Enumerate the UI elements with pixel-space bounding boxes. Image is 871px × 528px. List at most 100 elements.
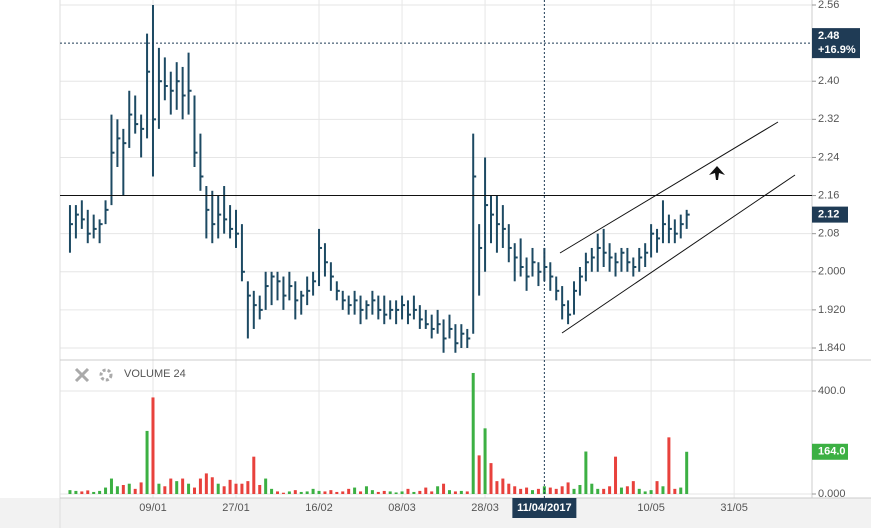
- volume-bar: [353, 487, 357, 495]
- volume-bar: [341, 491, 345, 495]
- volume-bar: [192, 487, 196, 495]
- reference-change: +16.9%: [818, 44, 856, 56]
- volume-bar: [216, 483, 220, 495]
- volume-bar: [198, 478, 202, 495]
- volume-bar: [121, 484, 125, 495]
- y-tick-label: 2.24: [818, 151, 839, 163]
- volume-bar: [418, 490, 422, 495]
- date-axis-band: [0, 498, 871, 528]
- volume-bar: [625, 486, 629, 495]
- volume-bar: [483, 428, 487, 495]
- volume-bar: [513, 486, 517, 495]
- volume-bar: [276, 491, 280, 495]
- crosshair-date: 11/04/2017: [517, 502, 571, 514]
- volume-bar: [667, 437, 671, 495]
- volume-bar: [323, 491, 327, 495]
- volume-bar: [459, 490, 463, 495]
- y-tick-label: 2.08: [818, 228, 839, 240]
- y-tick-label: 2.56: [818, 0, 839, 11]
- marks: [60, 5, 812, 495]
- settings-icon[interactable]: [99, 368, 113, 382]
- volume-bar: [578, 484, 582, 495]
- volume-bar: [430, 491, 434, 495]
- volume-bar: [98, 490, 102, 495]
- volume-bar: [477, 455, 481, 495]
- last-price: 2.12: [818, 209, 839, 221]
- last-volume: 164.0: [818, 446, 846, 458]
- volume-bar: [596, 488, 600, 495]
- volume-bar: [536, 488, 540, 495]
- volume-bar: [258, 484, 262, 495]
- volume-bar: [442, 483, 446, 495]
- volume-bar: [394, 492, 398, 495]
- volume-bar: [139, 482, 143, 495]
- x-tick-label: 31/05: [720, 502, 748, 514]
- volume-bar: [560, 486, 564, 495]
- x-tick-label: 09/01: [139, 502, 167, 514]
- volume-bar: [608, 486, 612, 495]
- volume-bar: [436, 486, 440, 495]
- volume-bar: [281, 492, 285, 495]
- x-tick-label: 08/03: [388, 502, 416, 514]
- y-tick-label: 2.32: [818, 113, 839, 125]
- volume-bar: [86, 490, 90, 495]
- volume-bar: [447, 490, 451, 495]
- volume-bar: [531, 490, 535, 495]
- volume-bar: [246, 481, 250, 495]
- x-tick-label: 28/03: [471, 502, 499, 514]
- volume-bar: [655, 481, 659, 495]
- volume-bar: [501, 478, 505, 495]
- volume-bar: [329, 490, 333, 495]
- volume-bar: [299, 491, 303, 495]
- volume-bar: [145, 430, 149, 495]
- volume-bar: [317, 490, 321, 495]
- volume-bar: [234, 483, 238, 495]
- volume-bar: [169, 478, 173, 495]
- volume-bar: [619, 487, 623, 495]
- volume-bar: [584, 451, 588, 495]
- volume-bar: [412, 491, 416, 495]
- volume-bar: [679, 487, 683, 495]
- volume-bar: [406, 488, 410, 495]
- volume-bar: [424, 487, 428, 495]
- volume-bar: [181, 478, 185, 495]
- reference-price: 2.48: [818, 30, 839, 42]
- volume-bar: [566, 482, 570, 495]
- volume-bar: [293, 490, 297, 495]
- volume-bar: [388, 491, 392, 495]
- volume-bar: [631, 481, 635, 495]
- channel-line-upper: [559, 121, 779, 254]
- volume-bar: [228, 479, 232, 495]
- volume-bar: [572, 488, 576, 495]
- volume-bar: [649, 490, 653, 495]
- x-tick-label: 27/01: [222, 502, 250, 514]
- arrow-icon[interactable]: [709, 166, 725, 180]
- last-volume-box: [812, 443, 848, 460]
- volume-tick-label: 400.0: [818, 385, 846, 397]
- volume-bar: [222, 486, 226, 495]
- volume-bar: [175, 481, 179, 495]
- y-tick-label: 2.000: [818, 266, 846, 278]
- y-tick-label: 1.920: [818, 304, 846, 316]
- volume-bar: [252, 456, 256, 495]
- volume-bar: [264, 478, 268, 495]
- reference-box: [812, 28, 860, 59]
- volume-bar: [548, 487, 552, 495]
- volume-bar: [400, 491, 404, 495]
- volume-bar: [68, 490, 72, 495]
- volume-bar: [109, 478, 113, 495]
- volume-bar: [519, 488, 523, 495]
- y-tick-label: 2.40: [818, 75, 839, 87]
- volume-bar: [347, 488, 351, 495]
- volume-title-text: VOLUME: [124, 368, 170, 380]
- volume-bar: [661, 486, 665, 495]
- x-tick-label: 16/02: [305, 502, 333, 514]
- close-icon[interactable]: [74, 367, 90, 383]
- channel-line-lower: [561, 174, 796, 334]
- volume-bar: [471, 372, 475, 495]
- volume-bar: [104, 487, 108, 495]
- volume-bar: [370, 490, 374, 495]
- volume-bar: [525, 487, 529, 495]
- volume-bar: [364, 486, 368, 495]
- volume-bar: [133, 488, 137, 495]
